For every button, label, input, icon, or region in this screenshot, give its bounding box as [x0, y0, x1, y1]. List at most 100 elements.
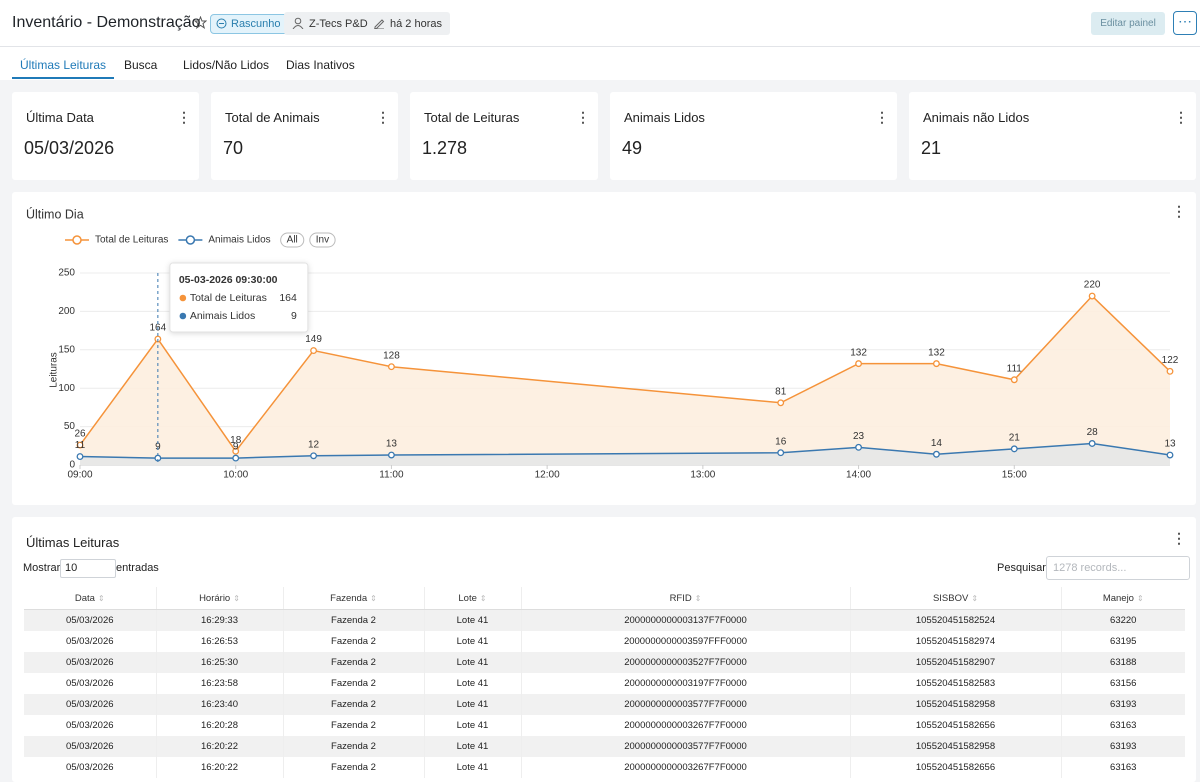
tab[interactable]: Lidos/Não Lidos — [183, 58, 270, 72]
card-menu[interactable]: ⋮ — [1174, 109, 1188, 125]
sort-icon: ⇕ — [1136, 593, 1144, 603]
table-row: 05/03/2026 16:29:33 Fazenda 2 Lote 41 200000… — [24, 609, 1185, 631]
data-point — [777, 449, 785, 457]
table-cell: Fazenda 2 — [283, 736, 425, 757]
legend-label[interactable]: Animais Lidos — [208, 235, 270, 246]
table-cell: 105520451582656 — [850, 757, 1062, 778]
tab[interactable]: Busca — [124, 58, 158, 72]
table-menu[interactable]: ⋮ — [1172, 530, 1186, 546]
show-label: Mostrar — [23, 562, 61, 574]
card-menu[interactable]: ⋮ — [177, 109, 191, 125]
readings-table: Data ⇕ Horário ⇕ Fazenda ⇕ Lote ⇕ RFID ⇕ SISBOV ⇕ Ma… — [24, 587, 1185, 778]
table-cell: 2000000000003137F7F0000 — [521, 609, 851, 631]
stat-label: Total de Leituras — [424, 110, 520, 125]
x-tick-label: 12:00 — [535, 470, 560, 481]
table-row: 05/03/2026 16:25:30 Fazenda 2 Lote 41 200000… — [24, 652, 1185, 673]
column-header[interactable]: SISBOV ⇕ — [850, 587, 1062, 610]
stat-label: Animais Lidos — [624, 110, 705, 125]
table-row: 05/03/2026 16:20:22 Fazenda 2 Lote 41 200000… — [24, 736, 1185, 757]
stat-card: Animais não Lidos 21 ⋮ — [909, 92, 1196, 180]
table-cell: 05/03/2026 — [24, 631, 157, 652]
sort-icon: ⇕ — [479, 593, 487, 603]
table-cell: 2000000000003577F7F0000 — [521, 694, 851, 715]
table-cell: 63195 — [1110, 636, 1137, 647]
table-cell: Lote 41 — [424, 609, 522, 631]
data-label: 149 — [305, 334, 322, 345]
column-header[interactable]: Lote ⇕ — [424, 587, 522, 610]
data-label: 9 — [233, 442, 239, 453]
tab[interactable]: Últimas Leituras — [20, 58, 107, 72]
column-title: Fazenda — [330, 592, 368, 604]
legend-marker — [185, 235, 196, 245]
data-point — [76, 453, 84, 461]
column-header[interactable]: Manejo ⇕ — [1061, 587, 1185, 610]
table-cell: 63193 — [1061, 736, 1185, 757]
table-cell: 105520451582656 — [850, 715, 1062, 736]
legend-button-label[interactable]: All — [287, 235, 298, 246]
table-cell: Lote 41 — [424, 757, 522, 778]
legend-marker — [72, 235, 82, 245]
table-title: Últimas Leituras — [26, 535, 120, 550]
table-cell: 63220 — [1061, 609, 1185, 631]
tooltip-value: 164 — [279, 292, 297, 304]
column-title: Lote — [458, 592, 477, 604]
table-cell: 63156 — [1110, 678, 1137, 689]
table-body: 05/03/2026 16:29:33 Fazenda 2 Lote 41 200000… — [24, 609, 1185, 778]
table-cell: 16:23:58 — [156, 673, 284, 694]
sort-icon: ⇕ — [694, 593, 702, 603]
legend-button[interactable] — [280, 232, 305, 248]
table-row: 05/03/2026 16:23:58 Fazenda 2 Lote 41 200000… — [24, 673, 1185, 694]
table-cell: 05/03/2026 — [24, 694, 157, 715]
data-point — [932, 450, 940, 458]
column-title: SISBOV — [932, 592, 969, 604]
column-title: RFID — [669, 592, 692, 604]
stat-card: Total de Animais 70 ⋮ — [211, 92, 398, 180]
tooltip-dot — [179, 294, 187, 302]
card-menu[interactable]: ⋮ — [576, 109, 590, 125]
chart-menu[interactable]: ⋮ — [1172, 203, 1186, 219]
column-header[interactable]: RFID ⇕ — [521, 587, 851, 610]
legend-button-label[interactable]: Inv — [316, 235, 329, 246]
tooltip-dot — [179, 312, 187, 320]
stat-label: Total de Animais — [225, 110, 320, 125]
search-label: Pesquisar — [997, 562, 1046, 574]
y-tick-label: 100 — [58, 383, 75, 394]
page-size-input[interactable]: 10 — [60, 559, 116, 578]
edit-button[interactable]: Editar painel — [1091, 12, 1165, 35]
more-button[interactable]: ⋯ — [1173, 11, 1197, 35]
column-title: Data — [74, 592, 95, 604]
tab[interactable]: Dias Inativos — [286, 58, 355, 72]
meta-chip: Z-Tecs P&D há 2 horas — [284, 12, 450, 35]
card-menu[interactable]: ⋮ — [376, 109, 390, 125]
tooltip-label: Total de Leituras — [190, 292, 267, 304]
table-cell: 105520451582524 — [850, 609, 1062, 631]
status-badge: Rascunho — [210, 14, 289, 34]
table-cell: 105520451582958 — [850, 694, 1062, 715]
table-cell: 16:26:53 — [156, 631, 284, 652]
search-input[interactable]: 1278 records... — [1046, 556, 1190, 580]
table-cell: 63188 — [1061, 652, 1185, 673]
legend-label[interactable]: Total de Leituras — [95, 235, 168, 246]
column-header[interactable]: Horário ⇕ — [156, 587, 284, 610]
table-cell: 63163 — [1110, 720, 1137, 731]
table-cell: 63163 — [1110, 762, 1137, 773]
data-point — [310, 452, 318, 460]
column-header[interactable]: Data ⇕ — [24, 587, 157, 610]
sort-icon: ⇕ — [233, 593, 240, 603]
data-label: 26 — [74, 429, 86, 440]
data-label: 220 — [1084, 280, 1101, 291]
table-row: 05/03/2026 16:23:40 Fazenda 2 Lote 41 200000… — [24, 694, 1185, 715]
table-row: 05/03/2026 16:20:22 Fazenda 2 Lote 41 200000… — [24, 757, 1185, 778]
stat-label: Última Data — [26, 110, 94, 125]
legend-button[interactable] — [309, 232, 336, 248]
star-icon[interactable] — [194, 16, 207, 29]
table-cell: 2000000000003267F7F0000 — [521, 715, 851, 736]
column-header[interactable]: Fazenda ⇕ — [283, 587, 425, 610]
card-menu[interactable]: ⋮ — [875, 109, 889, 125]
stat-label: Animais não Lidos — [923, 110, 1030, 125]
table-cell: 05/03/2026 — [24, 652, 157, 673]
data-point — [232, 447, 240, 455]
dashboard-title: Inventário - Demonstração — [12, 14, 201, 31]
